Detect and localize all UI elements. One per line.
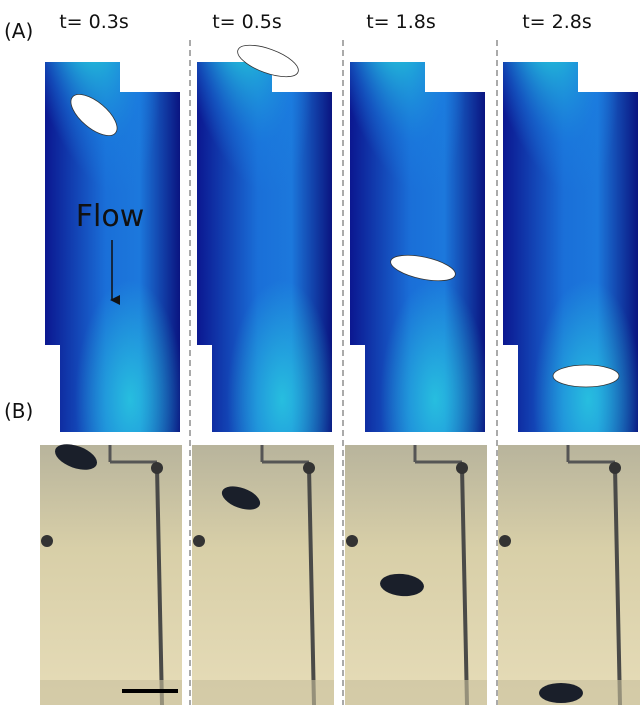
panel: [192, 44, 334, 705]
photo: [40, 444, 182, 705]
time-label: t= 0.3s: [59, 11, 129, 33]
panel: [345, 62, 487, 705]
particle: [552, 364, 620, 388]
post: [41, 535, 53, 547]
particle: [390, 254, 456, 282]
panel: [498, 62, 640, 705]
jet: [350, 62, 483, 305]
photo: [192, 445, 334, 705]
panel: [40, 62, 182, 705]
wall: [460, 466, 469, 705]
field: [197, 62, 332, 432]
field: [350, 62, 485, 432]
post: [303, 462, 315, 474]
particle-photo: [380, 573, 424, 597]
panel-label: (B): [4, 399, 33, 423]
floor: [345, 680, 487, 705]
field: [503, 62, 638, 432]
time-label: t= 1.8s: [366, 11, 436, 33]
wall: [155, 466, 164, 705]
jet: [503, 62, 636, 305]
wall: [307, 466, 316, 705]
panel-label: (A): [4, 19, 33, 43]
post: [151, 462, 163, 474]
low-velocity: [380, 280, 485, 432]
panels: [40, 44, 640, 705]
particle-photo: [221, 486, 261, 510]
flow-label: Flow: [76, 199, 144, 234]
post: [456, 462, 468, 474]
post: [193, 535, 205, 547]
particle: [70, 94, 118, 136]
post: [499, 535, 511, 547]
low-velocity: [227, 280, 332, 432]
low-velocity: [533, 280, 638, 432]
post: [609, 462, 621, 474]
photo: [498, 445, 640, 705]
time-label: t= 2.8s: [522, 11, 592, 33]
jet: [197, 62, 330, 305]
particle-photo: [54, 444, 98, 470]
post: [346, 535, 358, 547]
floor: [192, 680, 334, 705]
particle: [237, 44, 299, 78]
particle-photo: [539, 683, 583, 703]
low-velocity: [75, 280, 180, 432]
photo: [345, 445, 487, 705]
time-label: t= 0.5s: [212, 11, 282, 33]
wall: [613, 466, 622, 705]
